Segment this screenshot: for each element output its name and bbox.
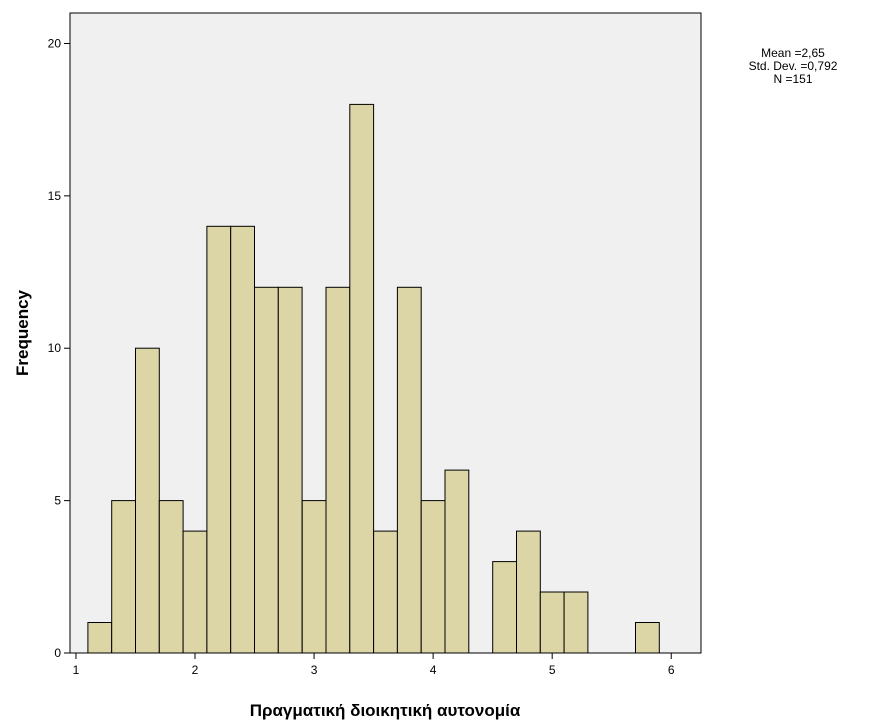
histogram-bar-19 (539, 591, 565, 654)
x-tick-label: 5 (549, 663, 556, 677)
y-tick-label: 0 (54, 646, 61, 660)
histogram-bar-18 (516, 530, 541, 654)
histogram-bar-14 (396, 286, 422, 654)
histogram-bar-17 (492, 561, 518, 654)
bars-group (87, 103, 660, 654)
y-tick-label: 15 (48, 189, 62, 203)
x-tick-label: 6 (668, 663, 675, 677)
stat-n: N =151 (773, 72, 813, 86)
y-axis: 0 5 10 15 20 (48, 36, 70, 660)
x-axis-title: Πραγματική διοικητική αυτονομία (250, 701, 521, 720)
histogram-bar-8 (254, 286, 279, 654)
histogram-bar-5 (182, 530, 208, 654)
histogram-bar-13 (373, 530, 398, 654)
histogram-bar-15 (420, 500, 446, 654)
histogram-bar-2 (111, 500, 136, 654)
y-tick-label: 20 (48, 36, 62, 50)
histogram-bar-12 (349, 103, 375, 654)
histogram-bar-3 (135, 347, 160, 654)
stat-std-dev: Std. Dev. =0,792 (748, 59, 838, 73)
histogram-bar-7 (230, 225, 255, 654)
y-tick-label: 10 (48, 341, 62, 355)
stats-box: Mean =2,65 Std. Dev. =0,792 N =151 (735, 47, 851, 86)
histogram-bar-9 (277, 286, 303, 654)
x-tick-label: 2 (192, 663, 199, 677)
x-tick-label: 4 (430, 663, 437, 677)
histogram-bar-11 (325, 286, 351, 654)
histogram-bar-10 (301, 500, 327, 654)
histogram-bar-1 (87, 622, 113, 654)
x-axis: 1 2 3 4 5 6 (73, 653, 675, 677)
y-axis-title: Frequency (13, 289, 32, 376)
y-tick-label: 5 (54, 494, 61, 508)
histogram-bar-21 (635, 622, 660, 654)
histogram-bar-4 (158, 500, 184, 654)
histogram-bar-20 (563, 591, 589, 654)
x-tick-label: 3 (311, 663, 318, 677)
histogram-bar-6 (206, 225, 232, 654)
histogram-bar-16 (444, 469, 470, 654)
stat-mean: Mean =2,65 (761, 46, 825, 60)
x-tick-label: 1 (73, 663, 80, 677)
